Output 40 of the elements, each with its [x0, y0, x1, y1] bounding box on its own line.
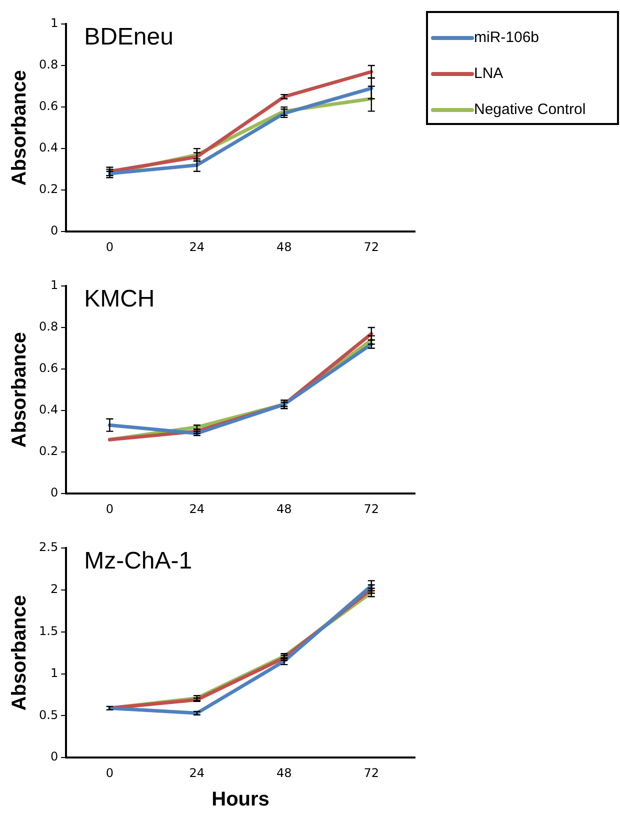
chart-title: KMCH: [84, 286, 155, 313]
y-tick-label: 0.2: [38, 182, 58, 196]
x-tick-label: 0: [106, 766, 114, 780]
y-tick-label: 0: [50, 224, 58, 238]
x-tick-label: 72: [364, 766, 380, 780]
y-tick-label: 0.2: [38, 444, 58, 458]
x-tick-label: 48: [276, 502, 292, 516]
y-tick-label: 1: [50, 666, 58, 680]
x-axis-title: Hours: [212, 788, 270, 811]
y-tick-label: 0.8: [38, 320, 58, 334]
legend-label: Negative Control: [474, 101, 586, 118]
y-tick-label: 0: [50, 486, 58, 500]
x-tick-label: 48: [276, 766, 292, 780]
y-tick-label: 0.5: [38, 708, 58, 722]
y-tick-label: 1: [50, 278, 58, 292]
y-tick-label: 0.6: [38, 99, 58, 114]
x-tick-label: 72: [364, 502, 380, 516]
x-tick-label: 24: [189, 766, 205, 780]
y-tick-label: 0: [50, 750, 58, 764]
y-tick-label: 2: [50, 582, 58, 596]
x-tick-label: 0: [106, 502, 114, 516]
y-axis-title: Absorbance: [8, 332, 31, 448]
y-tick-label: 0.4: [38, 140, 58, 155]
chart-title: BDEneu: [84, 24, 174, 51]
x-tick-label: 24: [189, 240, 205, 254]
y-tick-label: 0.6: [38, 361, 58, 376]
x-tick-label: 48: [276, 240, 292, 254]
y-axis-title: Absorbance: [8, 595, 31, 711]
y-tick-label: 1: [50, 16, 58, 30]
y-tick-label: 2.5: [38, 540, 58, 554]
legend-label: LNA: [474, 65, 504, 82]
x-tick-label: 72: [364, 240, 380, 254]
x-tick-label: 0: [106, 240, 114, 254]
y-axis-title: Absorbance: [8, 70, 31, 186]
y-tick-label: 1.5: [38, 624, 58, 638]
y-tick-label: 0.4: [38, 402, 58, 417]
y-tick-label: 0.8: [38, 58, 58, 72]
chart-title: Mz-ChA-1: [84, 548, 192, 575]
legend-label: miR-106b: [474, 29, 540, 46]
x-tick-label: 24: [189, 502, 205, 516]
